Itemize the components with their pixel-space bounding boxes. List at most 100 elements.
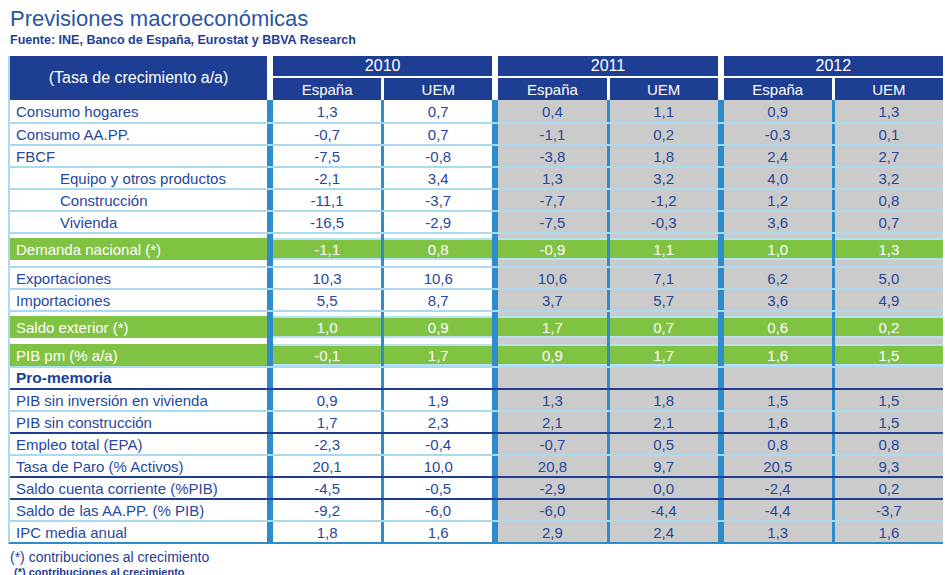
page-title: Previsiones macroeconómicas (10, 6, 943, 32)
row-label: FBCF (10, 146, 267, 166)
value-cell: 0,2 (610, 124, 718, 144)
row-label: Pro-memoria (10, 368, 267, 388)
value-cell: 1,5 (724, 390, 832, 410)
page: Previsiones macroeconómicas Fuente: INE,… (0, 0, 945, 575)
value-group-2011 (498, 368, 717, 388)
value-group-2011: 20,89,7 (498, 456, 717, 476)
value-cell: 1,3 (273, 100, 381, 122)
subcol-header-españa: España (724, 78, 832, 100)
subcol-row: EspañaUEM (498, 78, 717, 100)
value-cell: 1,3 (498, 390, 606, 410)
value-cell: 0,1 (835, 124, 943, 144)
table-row: Consumo hogares 1,30,7 0,41,1 0,9 1,3 (10, 100, 943, 122)
value-cell: -4,4 (610, 500, 718, 520)
value-cell: 0,8 (384, 238, 492, 260)
value-cell: 5,7 (610, 290, 718, 310)
value-cell: 0,4 (498, 100, 606, 122)
table-header: (Tasa de crecimiento a/a)2010EspañaUEM20… (10, 56, 943, 100)
value-cell: 0,7 (384, 124, 492, 144)
value-cell: 0,9 (273, 390, 381, 410)
value-cell: 1,1 (610, 100, 718, 122)
value-group-2010: -2,13,4 (273, 168, 492, 188)
subcol-header-españa: España (498, 78, 606, 100)
row-label: IPC media anual (10, 522, 267, 542)
value-group-2010: 1,30,7 (273, 100, 492, 122)
subcol-row: EspañaUEM (273, 78, 492, 100)
value-cell: 0,9 (724, 100, 832, 122)
value-cell: 4,0 (724, 168, 832, 188)
value-cell: 20,8 (498, 456, 606, 476)
value-cell: -2,4 (724, 478, 832, 498)
value-cell: 1,3 (724, 522, 832, 542)
value-cell (498, 368, 606, 388)
value-cell: 1,6 (835, 522, 943, 542)
value-group-2010: 0,91,9 (273, 390, 492, 410)
value-cell: -4,5 (273, 478, 381, 498)
table-row: FBCF-7,5-0,8-3,81,82,42,7 (10, 144, 943, 166)
value-cell: 1,8 (610, 146, 718, 166)
value-cell: 1,0 (273, 316, 381, 338)
value-cell (498, 260, 606, 266)
value-cell: 6,2 (724, 268, 832, 288)
value-cell: -1,2 (610, 190, 718, 210)
value-cell (384, 260, 492, 266)
value-cell: 1,5 (835, 344, 943, 366)
value-group-2011: -0,70,5 (498, 434, 717, 454)
value-cell: 10,0 (384, 456, 492, 476)
value-cell: 0,8 (724, 434, 832, 454)
value-group-2012: 0,60,2 (724, 316, 943, 338)
value-cell: 1,8 (273, 522, 381, 542)
value-cell: -7,5 (273, 146, 381, 166)
value-cell: -0,7 (273, 124, 381, 144)
table-row: Vivienda-16,5-2,9-7,5-0,33,60,7 (10, 210, 943, 232)
value-group-2010: -16,5-2,9 (273, 212, 492, 232)
table-body: Consumo hogares1,30,70,41,10,91,3Consumo… (10, 100, 943, 542)
table-row: Saldo de las AA.PP. (% PIB)-9,2-6,0-6,0-… (10, 498, 943, 520)
value-group-2011: -0,91,1 (498, 238, 717, 260)
value-cell: -16,5 (273, 212, 381, 232)
value-cell: -3,7 (835, 500, 943, 520)
row-label: Consumo hogares (10, 100, 267, 122)
value-cell: -0,7 (498, 434, 606, 454)
value-cell: 0,5 (610, 434, 718, 454)
value-cell: 1,3 (498, 168, 606, 188)
value-group-2010: -11,1-3,7 (273, 190, 492, 210)
value-group-2012: 2,42,7 (724, 146, 943, 166)
value-group-2012: 0,80,8 (724, 434, 943, 454)
value-cell: 8,7 (384, 290, 492, 310)
value-group-2011: 1,33,2 (498, 168, 717, 188)
table-row: Demanda nacional (*)-1,10,8-0,91,11,01,3 (10, 238, 943, 260)
row-label: Equipo y otros productos (10, 168, 267, 188)
table-row: PIB sin construcción1,72,32,12,11,61,5 (10, 410, 943, 432)
value-group-2011: -7,7-1,2 (498, 190, 717, 210)
table-row: Construcción-11,1-3,7-7,7-1,21,20,8 (10, 188, 943, 210)
value-group-2012 (724, 368, 943, 388)
table-row: Exportaciones10,310,610,67,16,25,0 (10, 266, 943, 288)
value-cell: 2,4 (724, 146, 832, 166)
value-cell: -2,1 (273, 168, 381, 188)
value-cell: -11,1 (273, 190, 381, 210)
value-cell: 1,6 (724, 344, 832, 366)
table-row: Pro-memoria (10, 366, 943, 388)
value-group-2011: 0,41,1 (498, 100, 717, 122)
value-cell (273, 260, 381, 266)
row-label: Saldo de las AA.PP. (% PIB) (10, 500, 267, 520)
value-group-2012: 1,20,8 (724, 190, 943, 210)
year-header: 2012 (724, 56, 943, 76)
value-cell: 1,6 (724, 412, 832, 432)
row-label: Importaciones (10, 290, 267, 310)
spacer-row (10, 260, 943, 266)
value-group-2012: 20,59,3 (724, 456, 943, 476)
value-group-2012: 1,01,3 (724, 238, 943, 260)
row-label: Tasa de Paro (% Activos) (10, 456, 267, 476)
value-group-2012: 1,61,5 (724, 344, 943, 366)
table-row: IPC media anual1,81,62,92,41,31,6 (10, 520, 943, 542)
value-cell: 10,6 (498, 268, 606, 288)
value-cell: 1,6 (384, 522, 492, 542)
value-cell: -0,5 (384, 478, 492, 498)
value-group-2012: 1,31,6 (724, 522, 943, 542)
value-cell: -2,9 (384, 212, 492, 232)
value-group-2010: -7,5-0,8 (273, 146, 492, 166)
row-label: Empleo total (EPA) (10, 434, 267, 454)
value-group-2012 (724, 260, 943, 266)
